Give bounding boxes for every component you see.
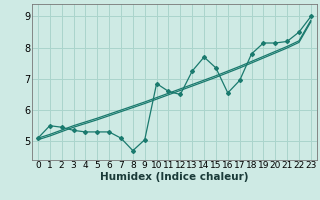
X-axis label: Humidex (Indice chaleur): Humidex (Indice chaleur): [100, 172, 249, 182]
